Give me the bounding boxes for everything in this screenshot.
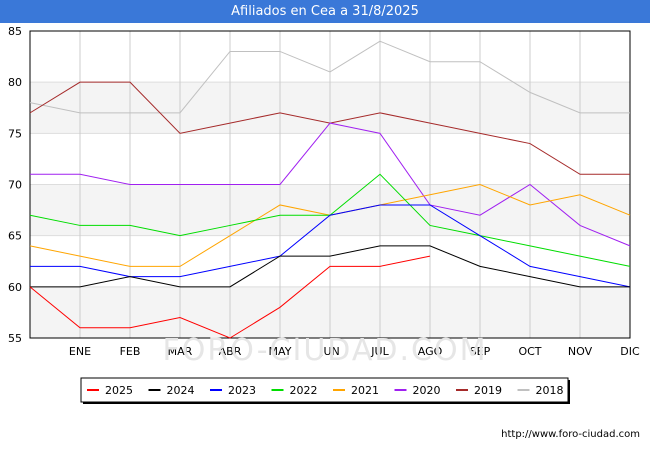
y-tick-label: 70 xyxy=(8,179,22,192)
watermark: FORO-CIUDAD.COM xyxy=(162,333,488,368)
legend-label-2025: 2025 xyxy=(105,384,133,397)
line-chart: 55 60 65 70 75 80 85 ENE FEB MAR ABR MAY JUN JUL AGO SE… xyxy=(8,25,640,404)
legend-label-2023: 2023 xyxy=(228,384,256,397)
legend-label-2022: 2022 xyxy=(290,384,318,397)
x-tick-label: SEP xyxy=(470,345,491,358)
y-tick-label: 60 xyxy=(8,281,22,294)
x-tick-label: NOV xyxy=(568,345,593,358)
x-tick-label: AGO xyxy=(418,345,443,358)
x-tick-label: FEB xyxy=(120,345,141,358)
chart-title: Afiliados en Cea a 31/8/2025 xyxy=(0,0,650,23)
legend-box xyxy=(80,377,569,403)
legend-label-2018: 2018 xyxy=(536,384,564,397)
chart-area: 55 60 65 70 75 80 85 ENE FEB MAR ABR MAY JUN JUL AGO SE… xyxy=(0,23,650,450)
x-tick-label: MAY xyxy=(269,345,292,358)
y-tick-label: 55 xyxy=(8,332,22,345)
series-line-2024 xyxy=(30,245,630,288)
x-tick-label: ABR xyxy=(219,345,242,358)
y-tick-label: 80 xyxy=(8,76,22,89)
footer-url[interactable]: http://www.foro-ciudad.com xyxy=(501,429,640,440)
series-line-2018 xyxy=(29,40,630,114)
x-tick-label: ENE xyxy=(69,345,91,358)
series-line-2020 xyxy=(30,122,631,247)
plot-border xyxy=(29,30,631,339)
legend-label-2024: 2024 xyxy=(167,384,195,397)
legend-label-2021: 2021 xyxy=(351,384,379,397)
y-tick-label: 75 xyxy=(8,127,22,140)
x-tick-label: OCT xyxy=(518,345,541,358)
y-tick-label: 65 xyxy=(8,230,22,243)
x-tick-label: JUN xyxy=(319,345,340,358)
x-tick-label: DIC xyxy=(620,345,640,358)
y-tick-label: 85 xyxy=(8,25,22,38)
legend-label-2020: 2020 xyxy=(413,384,441,397)
x-tick-label: MAR xyxy=(168,345,193,358)
legend-label-2019: 2019 xyxy=(474,384,502,397)
series-line-2025 xyxy=(29,255,431,339)
x-tick-label: JUL xyxy=(370,345,389,358)
